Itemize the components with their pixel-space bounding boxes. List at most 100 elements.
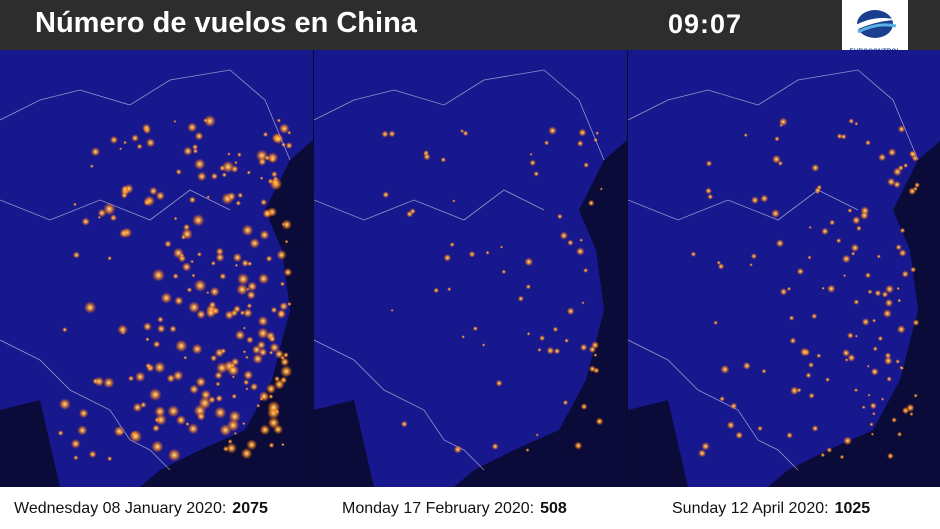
flight-dot: [583, 267, 589, 273]
flight-dot: [789, 337, 797, 345]
flight-dot: [472, 326, 478, 332]
flight-dot: [143, 198, 151, 207]
flight-dot: [72, 251, 81, 259]
flight-dot: [234, 330, 246, 341]
flight-dot: [219, 272, 227, 280]
flight-dot: [281, 219, 292, 230]
flight-dot: [517, 295, 524, 302]
flight-dot: [567, 239, 574, 246]
flight-dot: [192, 143, 199, 151]
flight-dot: [134, 371, 146, 383]
flight-dot: [241, 224, 254, 237]
flight-dot: [246, 170, 251, 175]
flight-dot: [234, 263, 239, 268]
flight-dot: [78, 408, 89, 419]
flight-dot: [690, 251, 697, 257]
flight-dot: [524, 257, 534, 267]
flight-dot: [189, 384, 199, 395]
flight-dot: [281, 142, 286, 148]
flight-dot: [274, 409, 280, 415]
flight-dot: [761, 368, 767, 374]
flight-dot: [878, 153, 887, 162]
flight-dot: [251, 345, 262, 355]
flight-dot: [145, 362, 152, 369]
flight-dot: [143, 322, 152, 331]
flight-dot: [278, 123, 290, 134]
flights: 2075: [232, 500, 268, 517]
flight-dot: [443, 253, 452, 262]
flight-dot: [246, 336, 254, 344]
flight-dot: [245, 355, 249, 360]
flight-dot: [250, 382, 259, 391]
flight-dot: [771, 209, 780, 218]
flight-dot: [707, 193, 714, 200]
flight-dot: [287, 130, 292, 135]
flight-dot: [88, 450, 97, 459]
flight-dot: [120, 192, 128, 199]
flight-dot: [198, 396, 212, 410]
flight-dot: [774, 136, 780, 142]
flight-dot: [872, 346, 878, 352]
flight-dot: [185, 421, 190, 427]
flight-dot: [243, 379, 250, 386]
flight-dot: [816, 184, 822, 190]
flight-dot: [388, 130, 396, 138]
flight-dot: [214, 406, 227, 419]
flight-dot: [880, 397, 885, 401]
flight-dot: [820, 452, 826, 458]
flight-dot: [276, 249, 287, 260]
flight-dot: [866, 364, 870, 368]
flight-dot: [900, 366, 904, 370]
flight-dot: [593, 137, 598, 143]
flight-dot: [851, 251, 856, 256]
flight-dot: [197, 171, 207, 182]
flight-dot: [149, 186, 158, 196]
date: Wednesday 08 January 2020:: [14, 500, 227, 517]
flight-dot: [196, 251, 202, 257]
flight-dot: [265, 383, 277, 394]
flight-dot: [811, 313, 818, 320]
flight-dot: [730, 402, 738, 410]
flight-dot: [166, 374, 176, 383]
flight-dot: [57, 430, 64, 437]
flight-dot: [284, 239, 289, 244]
flight-dot: [194, 158, 206, 170]
flight-dot: [897, 298, 902, 303]
sea: [454, 140, 627, 487]
sea: [0, 400, 60, 487]
flight-dot: [136, 143, 143, 150]
flight-dot: [883, 356, 893, 366]
title: Número de vuelos en China: [35, 7, 417, 39]
flight-dot: [583, 162, 590, 168]
flight-dot: [280, 357, 290, 367]
flight-dot: [481, 343, 486, 347]
flight-dot: [157, 316, 164, 323]
flight-dot: [236, 283, 249, 296]
flight-dot: [215, 252, 225, 262]
flight-dot: [874, 289, 882, 297]
flight-dot: [726, 421, 735, 430]
flight-dot: [164, 240, 172, 248]
flight-dot: [269, 342, 280, 353]
map-panel: [314, 50, 627, 487]
flight-dot: [853, 388, 859, 393]
flight-dot: [876, 254, 881, 259]
flight-dot: [242, 350, 247, 354]
flight-dot: [227, 364, 240, 377]
flight-dot: [842, 273, 847, 278]
flight-dot: [884, 298, 894, 308]
flight-dot: [853, 299, 860, 305]
flight-dot: [152, 340, 161, 348]
flight-dot: [123, 140, 127, 145]
flight-dot: [173, 119, 177, 123]
flight-dot: [896, 325, 906, 334]
flight-dot: [786, 286, 792, 291]
flight-dot: [273, 424, 284, 435]
flight-dot: [83, 301, 97, 314]
flight-dot: [221, 160, 235, 173]
flight-dot: [826, 284, 836, 294]
flight-dot: [885, 284, 895, 294]
flight-dot: [499, 245, 504, 249]
flight-dot: [808, 392, 815, 399]
flight-dot: [97, 215, 101, 220]
